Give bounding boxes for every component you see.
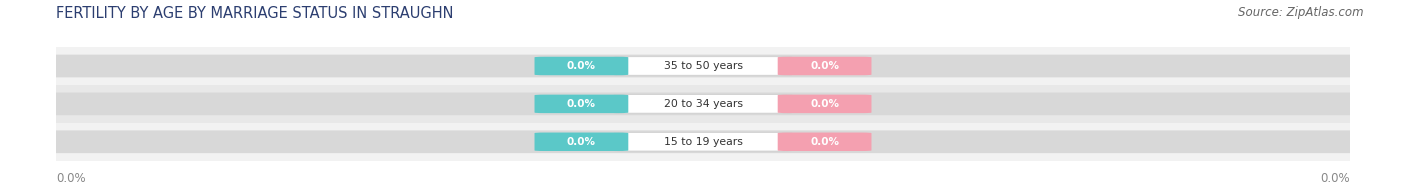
FancyBboxPatch shape <box>31 130 1375 153</box>
FancyBboxPatch shape <box>31 93 1375 115</box>
Text: 0.0%: 0.0% <box>1320 172 1350 185</box>
FancyBboxPatch shape <box>534 57 628 75</box>
FancyBboxPatch shape <box>614 95 792 113</box>
FancyBboxPatch shape <box>778 95 872 113</box>
Text: 0.0%: 0.0% <box>567 61 596 71</box>
FancyBboxPatch shape <box>534 132 628 151</box>
Text: 35 to 50 years: 35 to 50 years <box>664 61 742 71</box>
Text: 0.0%: 0.0% <box>810 137 839 147</box>
FancyBboxPatch shape <box>534 95 628 113</box>
Bar <box>56 123 1350 161</box>
Text: FERTILITY BY AGE BY MARRIAGE STATUS IN STRAUGHN: FERTILITY BY AGE BY MARRIAGE STATUS IN S… <box>56 6 454 21</box>
Bar <box>56 47 1350 85</box>
FancyBboxPatch shape <box>778 132 872 151</box>
Text: 0.0%: 0.0% <box>810 99 839 109</box>
Text: 20 to 34 years: 20 to 34 years <box>664 99 742 109</box>
Text: 15 to 19 years: 15 to 19 years <box>664 137 742 147</box>
Text: Source: ZipAtlas.com: Source: ZipAtlas.com <box>1239 6 1364 19</box>
Text: 0.0%: 0.0% <box>567 137 596 147</box>
Bar <box>56 85 1350 123</box>
FancyBboxPatch shape <box>31 55 1375 77</box>
Text: 0.0%: 0.0% <box>56 172 86 185</box>
Text: 0.0%: 0.0% <box>810 61 839 71</box>
Text: 0.0%: 0.0% <box>567 99 596 109</box>
FancyBboxPatch shape <box>614 57 792 75</box>
FancyBboxPatch shape <box>614 132 792 151</box>
FancyBboxPatch shape <box>778 57 872 75</box>
